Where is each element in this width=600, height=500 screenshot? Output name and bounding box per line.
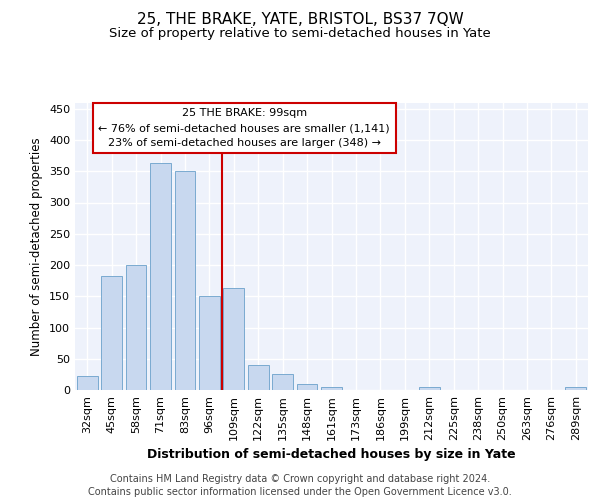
Bar bbox=[419, 387, 440, 390]
Bar bbox=[199, 296, 220, 390]
Bar bbox=[296, 384, 317, 390]
Bar bbox=[125, 265, 146, 390]
Bar bbox=[77, 376, 98, 390]
Bar bbox=[321, 387, 342, 390]
Bar bbox=[101, 276, 122, 390]
Text: Contains HM Land Registry data © Crown copyright and database right 2024.: Contains HM Land Registry data © Crown c… bbox=[110, 474, 490, 484]
Bar bbox=[223, 288, 244, 390]
Y-axis label: Number of semi-detached properties: Number of semi-detached properties bbox=[31, 137, 43, 356]
X-axis label: Distribution of semi-detached houses by size in Yate: Distribution of semi-detached houses by … bbox=[147, 448, 516, 462]
Text: Size of property relative to semi-detached houses in Yate: Size of property relative to semi-detach… bbox=[109, 28, 491, 40]
Text: 25, THE BRAKE, YATE, BRISTOL, BS37 7QW: 25, THE BRAKE, YATE, BRISTOL, BS37 7QW bbox=[137, 12, 463, 28]
Bar bbox=[175, 171, 196, 390]
Bar bbox=[150, 163, 171, 390]
Text: 25 THE BRAKE: 99sqm
← 76% of semi-detached houses are smaller (1,141)
23% of sem: 25 THE BRAKE: 99sqm ← 76% of semi-detach… bbox=[98, 108, 390, 148]
Bar bbox=[248, 365, 269, 390]
Bar bbox=[565, 387, 586, 390]
Bar bbox=[272, 374, 293, 390]
Text: Contains public sector information licensed under the Open Government Licence v3: Contains public sector information licen… bbox=[88, 487, 512, 497]
